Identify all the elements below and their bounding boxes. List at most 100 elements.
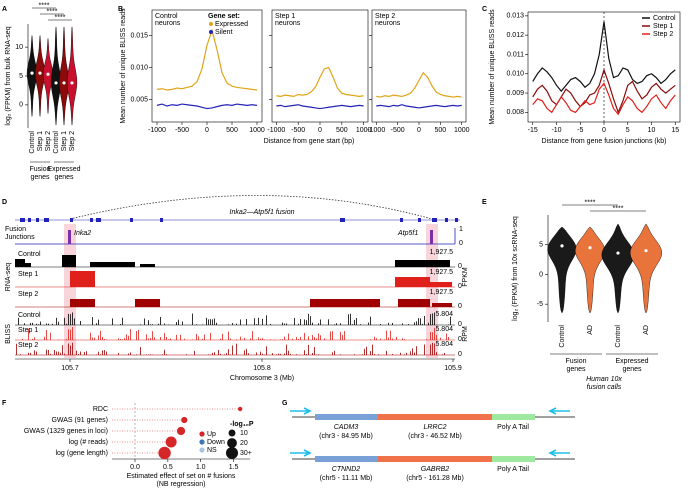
- bliss-spike: [210, 332, 211, 340]
- panel-letter: A: [2, 6, 7, 13]
- median-dot: [30, 71, 34, 75]
- bliss-spike: [262, 318, 263, 325]
- bliss-spike: [24, 323, 25, 325]
- violin: [42, 38, 54, 114]
- bliss-spike: [202, 324, 203, 325]
- bliss-spike: [56, 317, 57, 325]
- bliss-spike: [424, 344, 425, 355]
- bliss-spike: [306, 320, 307, 325]
- track-scale-max: 1,927.5: [430, 269, 453, 276]
- x-tick-label: 500: [435, 127, 447, 134]
- bliss-spike: [436, 352, 437, 355]
- bliss-spike: [34, 337, 35, 340]
- junction-scale: 1: [459, 226, 463, 233]
- legend-label: Step 2: [653, 31, 673, 38]
- bliss-spike: [66, 339, 67, 340]
- bliss-spike: [422, 323, 423, 325]
- coverage: [430, 282, 452, 287]
- exon: [418, 218, 421, 222]
- track-label: Step 2: [18, 342, 38, 349]
- bliss-spike: [298, 339, 299, 340]
- bliss-spike: [266, 315, 267, 325]
- bliss-spike: [58, 321, 59, 325]
- bliss-spike: [150, 338, 151, 340]
- bliss-spike: [154, 337, 155, 340]
- junction-bar: [430, 230, 433, 244]
- bliss-spike: [46, 323, 47, 325]
- facet-title: neurons: [155, 20, 181, 27]
- x-tick-label: 1000: [249, 127, 265, 134]
- category-label: Control: [615, 325, 622, 348]
- bliss-spike: [122, 317, 123, 325]
- track-scale-min: 0: [458, 351, 462, 358]
- bliss-spike: [212, 319, 213, 325]
- bliss-spike: [416, 321, 417, 325]
- bliss-spike: [46, 329, 47, 340]
- bliss-spike: [150, 354, 151, 355]
- bliss-spike: [428, 322, 429, 325]
- bliss-spike: [38, 324, 39, 325]
- bliss-spike: [328, 319, 329, 325]
- bliss-spike: [378, 354, 379, 355]
- bliss-spike: [308, 313, 309, 325]
- bliss-spike: [102, 336, 103, 340]
- series-line: [376, 104, 462, 109]
- effect-dot: [158, 446, 171, 460]
- x-tick-label: 500: [336, 127, 348, 134]
- series-line: [156, 103, 258, 110]
- bliss-spike: [144, 318, 145, 325]
- bliss-spike: [20, 354, 21, 355]
- track-scale-max: 5.804: [435, 311, 453, 318]
- bliss-spike: [386, 330, 387, 340]
- median-dot: [588, 246, 592, 250]
- bliss-spike: [330, 331, 331, 340]
- y-tick-label: 0.009: [506, 90, 524, 97]
- bliss-spike: [308, 336, 309, 340]
- track-scale-min: 0: [458, 263, 462, 270]
- bliss-spike: [370, 351, 371, 355]
- bliss-spike: [294, 317, 295, 325]
- bliss-spike: [246, 348, 247, 355]
- category-label: AD: [643, 325, 650, 335]
- bliss-spike: [102, 350, 103, 355]
- bliss-spike: [376, 338, 377, 340]
- bliss-spike: [320, 335, 321, 340]
- bliss-spike: [118, 338, 119, 340]
- bliss-spike: [56, 351, 57, 355]
- bliss-spike: [240, 336, 241, 340]
- x-tick-label: -500: [175, 127, 189, 134]
- bliss-spike: [148, 320, 149, 325]
- group-label: Expressed: [615, 358, 648, 365]
- y-tick-label: 5: [539, 242, 543, 249]
- bliss-spike: [344, 331, 345, 340]
- exon: [90, 218, 93, 222]
- y-tick-label: 0.008: [506, 109, 524, 116]
- bliss-spike: [100, 330, 101, 340]
- bliss-spike: [414, 352, 415, 355]
- y-tick-label: 10: [15, 44, 23, 51]
- violin: [50, 26, 62, 126]
- facet-title: neurons: [375, 20, 401, 27]
- gene-locus: (chr5 - 161.28 Mb): [406, 475, 464, 482]
- bliss-spike: [296, 337, 297, 340]
- bliss-spike: [312, 353, 313, 355]
- gene-segment: [315, 414, 378, 420]
- bliss-spike: [206, 317, 207, 325]
- bliss-spike: [228, 331, 229, 340]
- bliss-spike: [66, 323, 67, 325]
- bliss-spike: [164, 349, 165, 355]
- bliss-spike: [336, 323, 337, 325]
- bliss-spike: [120, 338, 121, 340]
- bliss-spike: [356, 317, 357, 325]
- primer-arrow: [290, 449, 312, 457]
- bliss-spike: [50, 353, 51, 355]
- bliss-spike: [332, 352, 333, 355]
- legend-label: 10: [240, 430, 248, 437]
- bliss-spike: [226, 353, 227, 355]
- bliss-spike: [70, 314, 71, 325]
- bliss-spike: [70, 345, 71, 355]
- track-label: Step 1: [18, 327, 38, 334]
- bliss-spike: [414, 322, 415, 325]
- bliss-spike: [392, 322, 393, 325]
- bliss-spike: [28, 328, 29, 340]
